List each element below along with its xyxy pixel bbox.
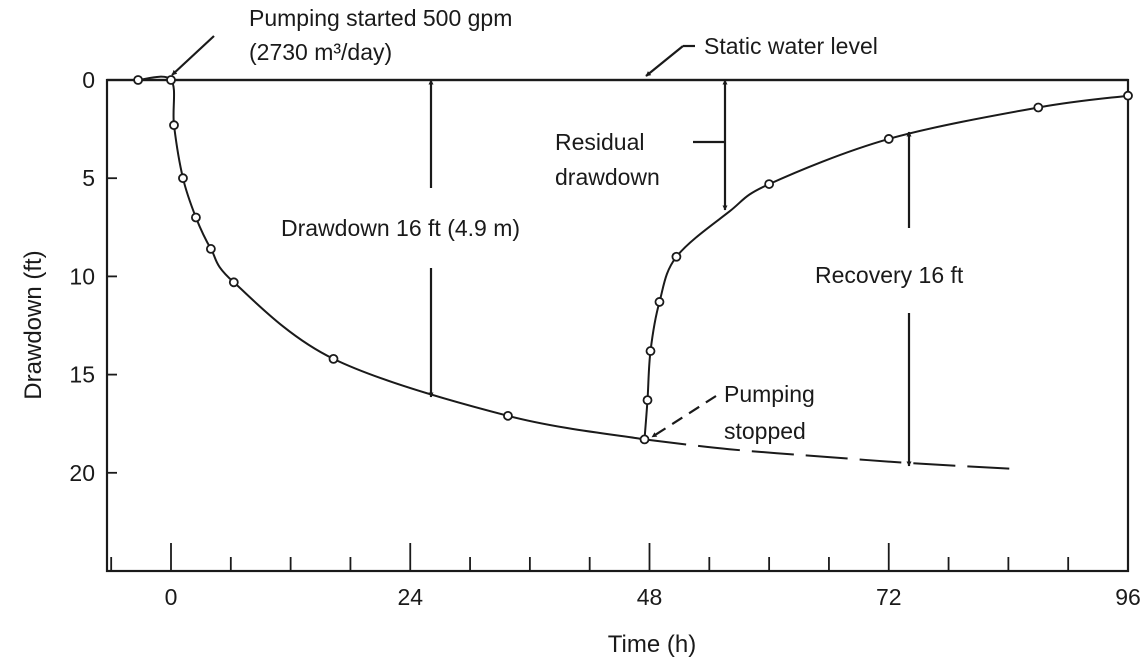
data-point: [645, 346, 656, 356]
data-point: [166, 75, 176, 85]
observation-markers: [133, 75, 1133, 445]
drawdown-amount-label: Drawdown 16 ft (4.9 m): [281, 215, 520, 241]
x-tick-label: 96: [1115, 584, 1141, 610]
recovery-curve: [643, 94, 1129, 440]
y-tick-label: 10: [69, 263, 95, 289]
data-point: [639, 434, 650, 445]
residual-label: Residual: [555, 129, 645, 155]
x-tick-label: 48: [637, 584, 663, 610]
data-point: [654, 297, 665, 307]
drawdown-word-label: drawdown: [555, 164, 660, 190]
data-point: [228, 277, 239, 288]
y-tick-label: 0: [82, 67, 95, 93]
data-point: [642, 395, 653, 406]
y-tick-label: 15: [69, 362, 95, 388]
x-axis-ticks: 0 24 48 72 96: [110, 543, 1141, 610]
pumping-started-label: Pumping started 500 gpm: [249, 5, 512, 31]
static-water-level-label: Static water level: [704, 33, 878, 59]
data-point: [883, 134, 894, 144]
measurement-arrows: [171, 35, 912, 467]
y-axis-title: Drawdown (ft): [20, 250, 47, 399]
data-point: [133, 75, 144, 85]
data-point: [503, 410, 513, 421]
data-point: [764, 179, 775, 189]
stopped-label: stopped: [724, 418, 806, 444]
data-point: [1033, 102, 1044, 113]
data-point: [1123, 90, 1133, 101]
data-point: [169, 120, 179, 131]
data-point: [191, 212, 201, 223]
pumping-label: Pumping: [724, 381, 815, 407]
y-tick-label: 20: [69, 460, 95, 486]
x-axis-title: Time (h): [608, 631, 696, 657]
started-leader: [171, 35, 215, 76]
stopped-leader: [651, 395, 717, 438]
data-point: [671, 251, 682, 262]
x-tick-label: 24: [397, 584, 423, 610]
data-point: [178, 173, 188, 184]
recovery-amount-label: Recovery 16 ft: [815, 262, 964, 288]
x-tick-label: 72: [876, 584, 902, 610]
data-point: [205, 244, 216, 254]
data-point: [328, 353, 339, 364]
static-level-pointer: [645, 45, 684, 77]
pumping-rate-metric-label: (2730 m³/day): [249, 39, 392, 65]
x-tick-label: 0: [165, 584, 178, 610]
projected-drawdown-curve: [644, 438, 1014, 470]
y-axis-ticks: 0 5 10 15 20: [69, 67, 117, 486]
y-tick-label: 5: [82, 165, 95, 191]
